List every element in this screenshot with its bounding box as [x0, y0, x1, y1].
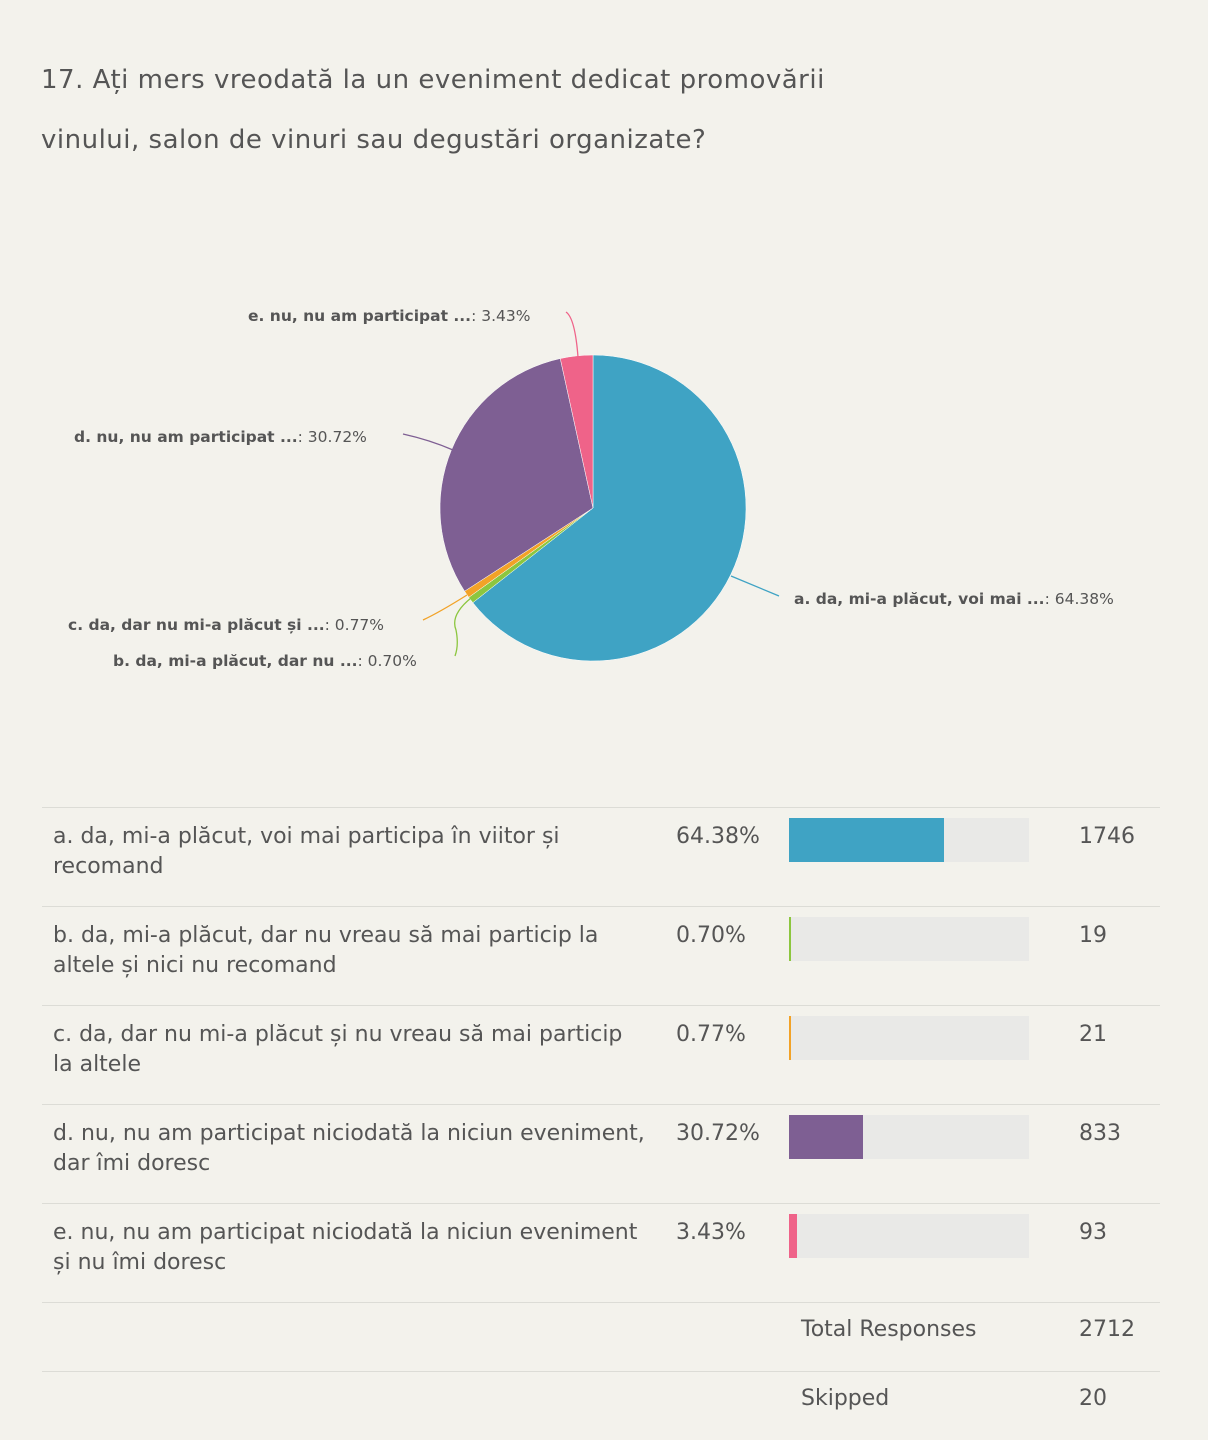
pie-label: a. da, mi-a plăcut, voi mai ...: 64.38% — [794, 590, 1114, 608]
bar-fill — [789, 1016, 791, 1060]
pie-leader-line — [403, 434, 453, 450]
answer-percent: 64.38% — [676, 808, 789, 907]
answer-count: 19 — [1079, 907, 1160, 1006]
skipped-label: Skipped — [789, 1372, 1079, 1440]
answer-label-line-1: c. da, dar nu mi-a plăcut și nu vreau să… — [53, 1020, 676, 1050]
pie-label: b. da, mi-a plăcut, dar nu ...: 0.70% — [113, 652, 417, 670]
table-row: b. da, mi-a plăcut, dar nu vreau să mai … — [42, 907, 1160, 1006]
bar-track — [789, 1115, 1029, 1159]
answer-percent: 3.43% — [676, 1204, 789, 1303]
skipped-value: 20 — [1079, 1372, 1160, 1440]
answer-label: c. da, dar nu mi-a plăcut și nu vreau să… — [42, 1006, 676, 1105]
pie-label-category: d. nu, nu am participat ... — [74, 428, 298, 446]
table-row: c. da, dar nu mi-a plăcut și nu vreau să… — [42, 1006, 1160, 1105]
total-responses-label: Total Responses — [789, 1303, 1079, 1372]
answer-label: b. da, mi-a plăcut, dar nu vreau să mai … — [42, 907, 676, 1006]
answer-label: d. nu, nu am participat niciodată la nic… — [42, 1105, 676, 1204]
answer-label-line-1: a. da, mi-a plăcut, voi mai participa în… — [53, 822, 676, 852]
total-responses-value: 2712 — [1079, 1303, 1160, 1372]
answer-label: e. nu, nu am participat niciodată la nic… — [42, 1204, 676, 1303]
answer-percent: 30.72% — [676, 1105, 789, 1204]
skipped-row: Skipped 20 — [42, 1372, 1160, 1440]
pie-leader-line — [455, 598, 471, 656]
pie-label: e. nu, nu am participat ...: 3.43% — [248, 307, 530, 325]
pie-leader-line — [731, 576, 779, 596]
answer-count: 21 — [1079, 1006, 1160, 1105]
table-row: d. nu, nu am participat niciodată la nic… — [42, 1105, 1160, 1204]
bar-fill — [789, 818, 944, 862]
answer-count: 1746 — [1079, 808, 1160, 907]
bar-fill — [789, 1115, 863, 1159]
total-responses-row: Total Responses 2712 — [42, 1303, 1160, 1372]
table-row: a. da, mi-a plăcut, voi mai participa în… — [42, 808, 1160, 907]
pie-label-value: : 64.38% — [1045, 590, 1114, 608]
answer-label-line-2: dar îmi doresc — [53, 1149, 676, 1179]
answer-label-line-2: la altele — [53, 1050, 676, 1080]
answer-label-line-1: e. nu, nu am participat niciodată la nic… — [53, 1218, 676, 1248]
bar-track — [789, 917, 1029, 961]
bar-track — [789, 1016, 1029, 1060]
pie-label-value: : 0.70% — [357, 652, 416, 670]
pie-label-value: : 0.77% — [325, 616, 384, 634]
answer-label-line-2: altele și nici nu recomand — [53, 951, 676, 981]
bar-track — [789, 1214, 1029, 1258]
answer-label-line-2: recomand — [53, 852, 676, 882]
answer-label-line-1: b. da, mi-a plăcut, dar nu vreau să mai … — [53, 921, 676, 951]
table-row: e. nu, nu am participat niciodată la nic… — [42, 1204, 1160, 1303]
answer-label-line-1: d. nu, nu am participat niciodată la nic… — [53, 1119, 676, 1149]
results-table: a. da, mi-a plăcut, voi mai participa în… — [42, 807, 1160, 1440]
pie-label-category: c. da, dar nu mi-a plăcut și ... — [68, 616, 325, 634]
bar-track — [789, 818, 1029, 862]
answer-label-line-2: și nu îmi doresc — [53, 1248, 676, 1278]
pie-label: d. nu, nu am participat ...: 30.72% — [74, 428, 367, 446]
pie-chart: a. da, mi-a plăcut, voi mai ...: 64.38% b… — [0, 0, 1208, 760]
pie-label-value: : 30.72% — [298, 428, 367, 446]
answer-percent: 0.70% — [676, 907, 789, 1006]
pie-leader-line — [423, 595, 467, 620]
pie-leader-line — [566, 312, 578, 357]
pie-label-category: a. da, mi-a plăcut, voi mai ... — [794, 590, 1045, 608]
pie-label-value: : 3.43% — [471, 307, 530, 325]
answer-count: 93 — [1079, 1204, 1160, 1303]
bar-fill — [789, 917, 791, 961]
pie-label-category: b. da, mi-a plăcut, dar nu ... — [113, 652, 357, 670]
pie-label: c. da, dar nu mi-a plăcut și ...: 0.77% — [68, 616, 384, 634]
answer-label: a. da, mi-a plăcut, voi mai participa în… — [42, 808, 676, 907]
answer-percent: 0.77% — [676, 1006, 789, 1105]
pie-label-category: e. nu, nu am participat ... — [248, 307, 471, 325]
bar-fill — [789, 1214, 797, 1258]
answer-count: 833 — [1079, 1105, 1160, 1204]
